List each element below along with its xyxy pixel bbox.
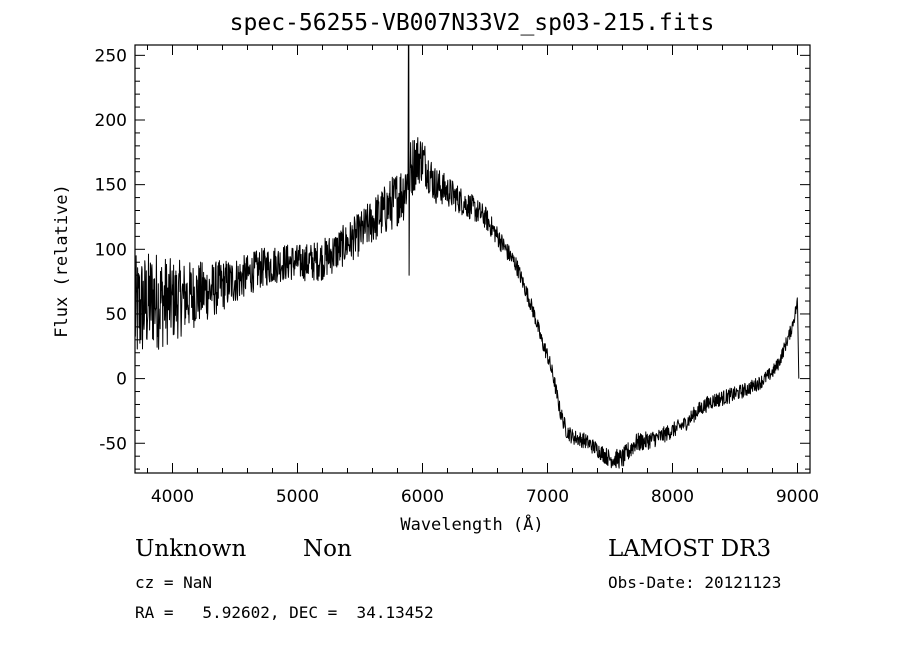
y-axis: -50 0 50 100 150 200 250 — [95, 46, 810, 470]
y-tick-label: 200 — [95, 111, 127, 131]
x-tick-label: 7000 — [526, 487, 569, 507]
obs-date: Obs-Date: 20121123 — [608, 573, 782, 592]
x-tick-label: 9000 — [776, 487, 819, 507]
plot-frame — [134, 44, 811, 474]
x-tick-label: 5000 — [276, 487, 319, 507]
y-tick-label: 0 — [116, 370, 127, 390]
spectrum-line — [134, 44, 800, 469]
survey-name: LAMOST DR3 — [608, 536, 772, 562]
series-layer — [134, 44, 800, 469]
y-axis-label: Flux (relative) — [52, 184, 72, 338]
x-axis-label: Wavelength (Å) — [400, 513, 543, 535]
x-tick-label: 6000 — [401, 487, 444, 507]
plot-border — [134, 44, 811, 474]
x-axis: 4000 5000 6000 7000 8000 9000 — [147, 45, 819, 507]
y-tick-label: 250 — [95, 46, 127, 66]
object-subclass: Non — [303, 536, 352, 562]
coordinates-text: RA = 5.92602, DEC = 34.13452 — [135, 603, 434, 622]
x-tick-label: 8000 — [651, 487, 694, 507]
y-tick-label: -50 — [99, 434, 127, 454]
x-tick-label: 4000 — [151, 487, 194, 507]
y-tick-label: 50 — [105, 305, 127, 325]
object-class: Unknown — [135, 536, 247, 562]
y-tick-label: 100 — [95, 240, 127, 260]
chart-title: spec-56255-VB007N33V2_sp03-215.fits — [230, 10, 715, 36]
y-tick-label: 150 — [95, 176, 127, 196]
redshift-text: cz = NaN — [135, 573, 213, 592]
